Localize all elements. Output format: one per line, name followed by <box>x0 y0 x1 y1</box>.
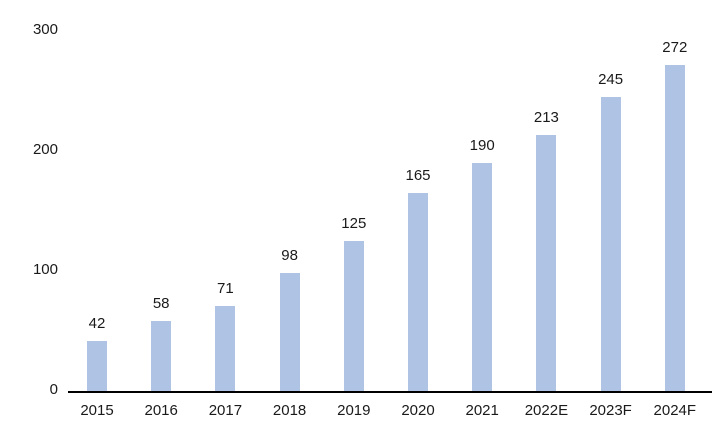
bar-2020 <box>408 193 428 391</box>
bar-2018 <box>279 273 300 391</box>
x-tick-label: 2016 <box>144 402 178 419</box>
bar-2023F <box>600 97 621 391</box>
y-tick-label: 200 <box>32 141 58 158</box>
bar-2024F <box>664 65 685 391</box>
x-tick-label: 2018 <box>272 402 307 419</box>
y-tick-label: 0 <box>49 381 58 398</box>
y-tick-label: 100 <box>32 261 58 278</box>
bar-2015 <box>87 341 107 391</box>
x-tick-label: 2021 <box>465 402 499 419</box>
bar-2017 <box>215 306 236 391</box>
bar-2019 <box>343 241 364 391</box>
x-tick-label: 2020 <box>401 402 435 419</box>
bar-value-label: 272 <box>662 39 688 56</box>
bar-2016 <box>151 321 172 391</box>
x-axis-line <box>68 391 712 393</box>
bar-value-label: 58 <box>152 295 170 312</box>
x-tick-label: 2022E <box>524 402 569 419</box>
bar-value-label: 98 <box>281 247 298 264</box>
bar-value-label: 42 <box>88 315 106 332</box>
bar-value-label: 125 <box>341 215 367 232</box>
bar-value-label: 190 <box>469 137 495 154</box>
x-tick-label: 2015 <box>80 402 114 419</box>
bar-2022E <box>536 135 557 391</box>
bar-value-label: 71 <box>217 280 234 297</box>
bar-value-label: 245 <box>598 71 624 88</box>
x-tick-label: 2017 <box>208 402 243 419</box>
bar-2021 <box>472 163 493 391</box>
bar-value-label: 213 <box>533 109 559 126</box>
y-tick-label: 300 <box>32 21 58 38</box>
bar-value-label: 165 <box>405 167 431 184</box>
x-tick-label: 2024F <box>653 402 697 419</box>
x-tick-label: 2023F <box>589 402 632 419</box>
x-tick-label: 2019 <box>337 402 371 419</box>
